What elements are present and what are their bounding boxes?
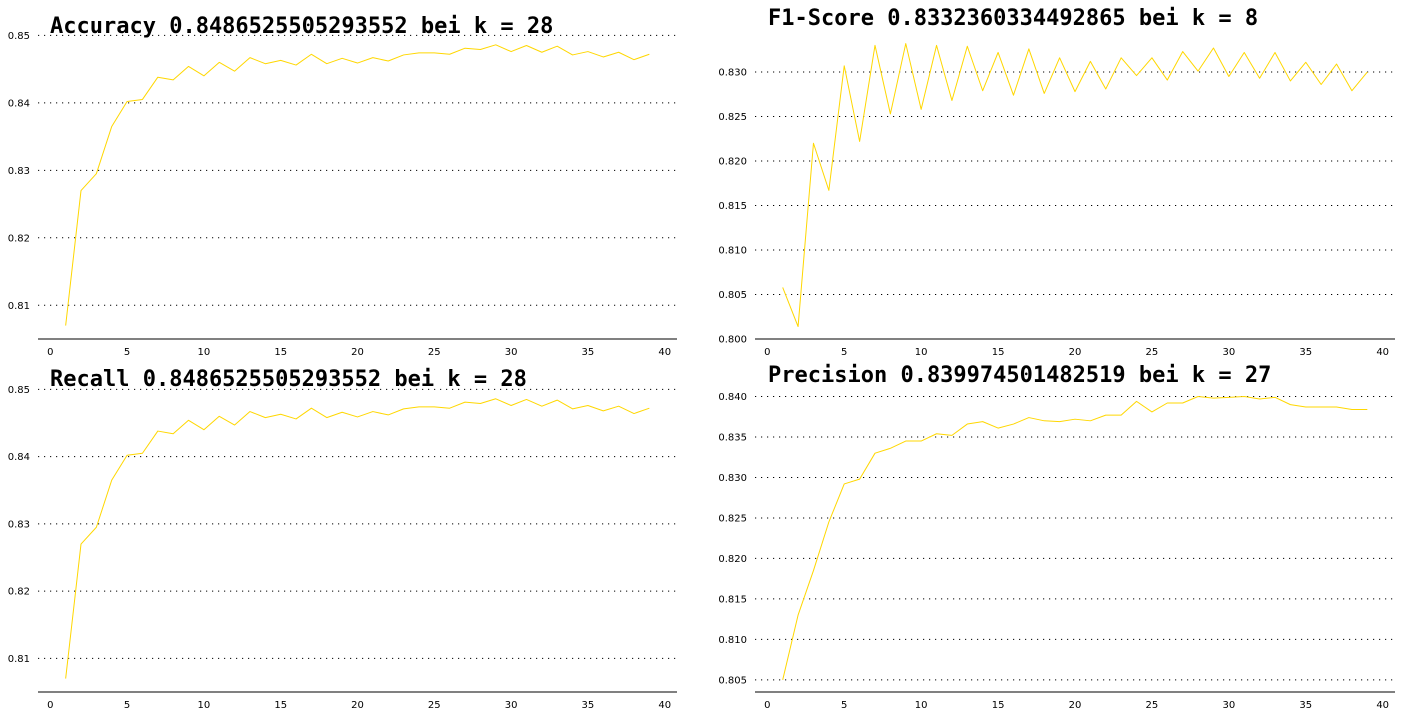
- x-tick-label: 10: [198, 700, 211, 711]
- x-tick-label: 15: [992, 347, 1005, 358]
- chart-f1-score: F1-Score 0.8332360334492865 bei k = 8 0.8…: [718, 6, 1395, 358]
- chart-title: F1-Score 0.8332360334492865 bei k = 8: [768, 6, 1258, 31]
- x-tick-label: 40: [1376, 700, 1389, 711]
- x-tick-label: 15: [274, 700, 287, 711]
- x-tick-label: 30: [1222, 347, 1235, 358]
- x-tick-label: 15: [992, 700, 1005, 711]
- y-tick-label: 0.84: [8, 98, 30, 109]
- x-tick-label: 5: [841, 347, 847, 358]
- x-tick-label: 25: [1146, 347, 1159, 358]
- y-tick-label: 0.820: [718, 554, 747, 565]
- y-tick-label: 0.84: [8, 452, 30, 463]
- series-line: [65, 398, 650, 679]
- y-tick-label: 0.830: [718, 473, 747, 484]
- y-tick-label: 0.820: [718, 157, 747, 168]
- chart-title: Accuracy 0.8486525505293552 bei k = 28: [50, 14, 553, 39]
- x-tick-label: 35: [1299, 700, 1312, 711]
- x-tick-label: 30: [1222, 700, 1235, 711]
- x-tick-label: 5: [841, 700, 847, 711]
- y-tick-label: 0.815: [718, 594, 747, 605]
- y-tick-label: 0.830: [718, 68, 747, 79]
- x-tick-label: 5: [124, 347, 130, 358]
- x-tick-label: 35: [582, 700, 595, 711]
- y-tick-label: 0.805: [718, 290, 747, 301]
- x-tick-label: 40: [658, 700, 671, 711]
- y-tick-label: 0.805: [718, 675, 747, 686]
- x-tick-label: 40: [658, 347, 671, 358]
- chart-title: Precision 0.839974501482519 bei k = 27: [768, 363, 1271, 388]
- y-tick-label: 0.81: [8, 301, 30, 312]
- x-tick-label: 20: [1069, 347, 1082, 358]
- x-tick-label: 35: [1299, 347, 1312, 358]
- y-tick-label: 0.825: [718, 112, 747, 123]
- y-tick-label: 0.800: [718, 335, 747, 346]
- x-tick-label: 5: [124, 700, 130, 711]
- y-tick-label: 0.85: [8, 385, 30, 396]
- x-tick-label: 30: [505, 347, 518, 358]
- chart-precision: Precision 0.839974501482519 bei k = 27 0.…: [718, 363, 1395, 711]
- y-tick-label: 0.815: [718, 201, 747, 212]
- y-tick-label: 0.83: [8, 166, 30, 177]
- chart-recall: Recall 0.8486525505293552 bei k = 28 0.81…: [8, 367, 677, 711]
- x-tick-label: 20: [351, 347, 364, 358]
- series-line: [782, 396, 1368, 680]
- y-tick-label: 0.82: [8, 587, 30, 598]
- x-tick-label: 20: [351, 700, 364, 711]
- x-tick-label: 0: [47, 347, 53, 358]
- y-tick-label: 0.85: [8, 31, 30, 42]
- chart-title: Recall 0.8486525505293552 bei k = 28: [50, 367, 527, 392]
- x-tick-label: 25: [428, 700, 441, 711]
- y-tick-label: 0.810: [718, 635, 747, 646]
- x-tick-label: 10: [915, 347, 928, 358]
- x-tick-label: 10: [198, 347, 211, 358]
- x-tick-label: 20: [1069, 700, 1082, 711]
- y-tick-label: 0.81: [8, 654, 30, 665]
- x-tick-label: 10: [915, 700, 928, 711]
- series-line: [782, 43, 1368, 328]
- y-tick-label: 0.840: [718, 392, 747, 403]
- series-line: [65, 44, 650, 326]
- x-tick-label: 0: [47, 700, 53, 711]
- y-tick-label: 0.835: [718, 433, 747, 444]
- x-tick-label: 35: [582, 347, 595, 358]
- x-tick-label: 0: [764, 700, 770, 711]
- chart-accuracy: Accuracy 0.8486525505293552 bei k = 28 0.…: [8, 14, 677, 358]
- y-tick-label: 0.825: [718, 513, 747, 524]
- x-tick-label: 15: [274, 347, 287, 358]
- x-tick-label: 40: [1376, 347, 1389, 358]
- y-tick-label: 0.82: [8, 233, 30, 244]
- x-tick-label: 30: [505, 700, 518, 711]
- y-tick-label: 0.83: [8, 519, 30, 530]
- x-tick-label: 25: [428, 347, 441, 358]
- y-tick-label: 0.810: [718, 246, 747, 257]
- x-tick-label: 25: [1146, 700, 1159, 711]
- x-tick-label: 0: [764, 347, 770, 358]
